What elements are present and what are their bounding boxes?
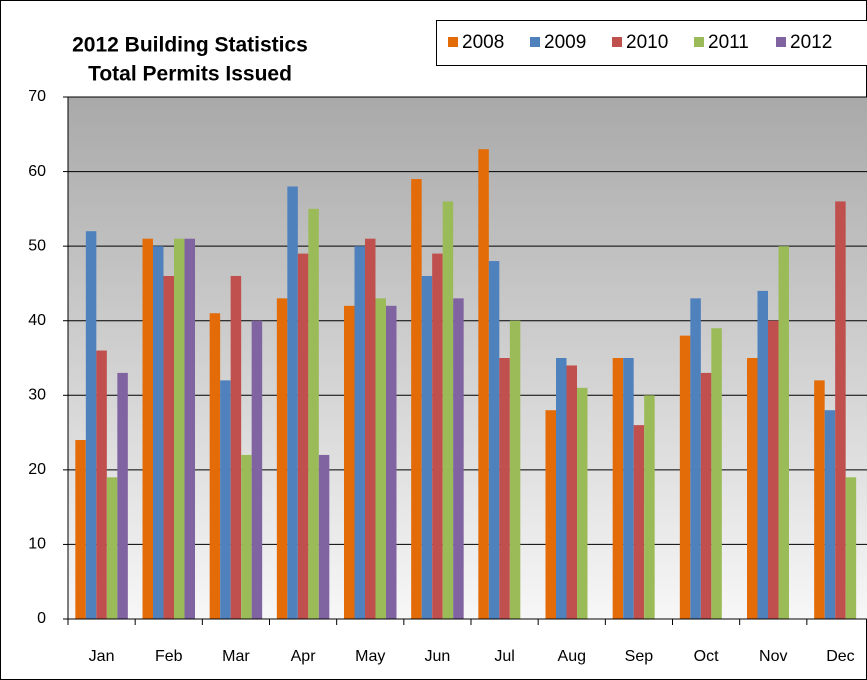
x-tick-label: Oct (694, 648, 719, 665)
legend-swatch (612, 37, 622, 47)
bar (75, 440, 86, 619)
bar (153, 246, 164, 619)
y-tick-label: 30 (28, 387, 46, 404)
bar (814, 380, 825, 619)
bar (679, 335, 691, 619)
bar (711, 328, 722, 619)
bar (411, 179, 422, 619)
bar (690, 298, 701, 619)
bar (354, 246, 365, 619)
bar (421, 275, 433, 619)
bar (499, 358, 510, 619)
bar (209, 313, 221, 619)
bar (220, 380, 231, 619)
bar (85, 231, 97, 619)
x-tick-label: Feb (155, 648, 183, 665)
bar (318, 454, 330, 619)
bar (824, 410, 836, 619)
bar (566, 365, 577, 619)
chart-subtitle: Total Permits Issued (88, 63, 292, 86)
legend-swatch (776, 37, 786, 47)
x-tick-label: Jul (494, 648, 514, 665)
x-tick-label: Aug (558, 648, 586, 665)
bar (453, 298, 464, 619)
bar (488, 261, 500, 619)
bar (117, 372, 128, 619)
y-tick-label: 50 (28, 237, 46, 254)
bar (478, 149, 489, 619)
legend-label: 2010 (626, 32, 668, 53)
bar (633, 425, 645, 619)
bar (612, 358, 624, 619)
bar (747, 358, 758, 619)
x-tick-label: Nov (759, 648, 787, 665)
legend-label: 2011 (708, 32, 749, 53)
bar (375, 298, 386, 619)
x-tick-label: Dec (826, 648, 854, 665)
y-tick-label: 60 (28, 163, 46, 180)
y-tick-label: 0 (37, 610, 46, 627)
bar (386, 305, 397, 619)
bar (251, 320, 263, 619)
bar (297, 253, 309, 619)
bar (276, 298, 288, 619)
legend-label: 2008 (462, 32, 504, 53)
bar (778, 246, 789, 619)
bar (308, 208, 319, 619)
chart-title: 2012 Building Statistics (72, 34, 308, 57)
bar (184, 238, 195, 619)
bar (556, 358, 567, 619)
y-tick-label: 40 (28, 312, 46, 329)
bar (96, 350, 107, 619)
bar (163, 275, 174, 619)
x-tick-label: Sep (625, 648, 654, 665)
bar (757, 290, 768, 619)
legend-label: 2012 (790, 32, 832, 53)
bar (241, 454, 252, 619)
bar (545, 410, 556, 619)
bar (174, 238, 185, 619)
x-tick-label: Jun (425, 648, 451, 665)
bar (230, 275, 242, 619)
bar (106, 477, 118, 619)
bar (509, 320, 521, 619)
x-tick-label: Apr (291, 648, 317, 665)
x-tick-label: Mar (222, 648, 250, 665)
legend (436, 20, 867, 66)
y-tick-label: 10 (28, 536, 46, 553)
legend-swatch (530, 37, 540, 47)
bar (700, 372, 712, 619)
bar (644, 395, 655, 619)
bar (442, 201, 454, 619)
bar (142, 238, 153, 619)
legend-swatch (448, 37, 458, 47)
bar (623, 358, 634, 619)
y-tick-label: 20 (28, 461, 46, 478)
bar (365, 238, 376, 619)
plot-area (68, 97, 867, 619)
legend-label: 2009 (544, 32, 586, 53)
legend-swatch (694, 37, 704, 47)
x-tick-label: Jan (89, 648, 115, 665)
x-tick-label: May (355, 648, 385, 665)
y-tick-label: 70 (28, 88, 46, 105)
bar (768, 320, 779, 619)
bar (835, 201, 846, 619)
bar (845, 477, 857, 619)
bar (432, 253, 443, 619)
bar (287, 186, 298, 619)
bar (577, 387, 588, 619)
bar (344, 305, 355, 619)
